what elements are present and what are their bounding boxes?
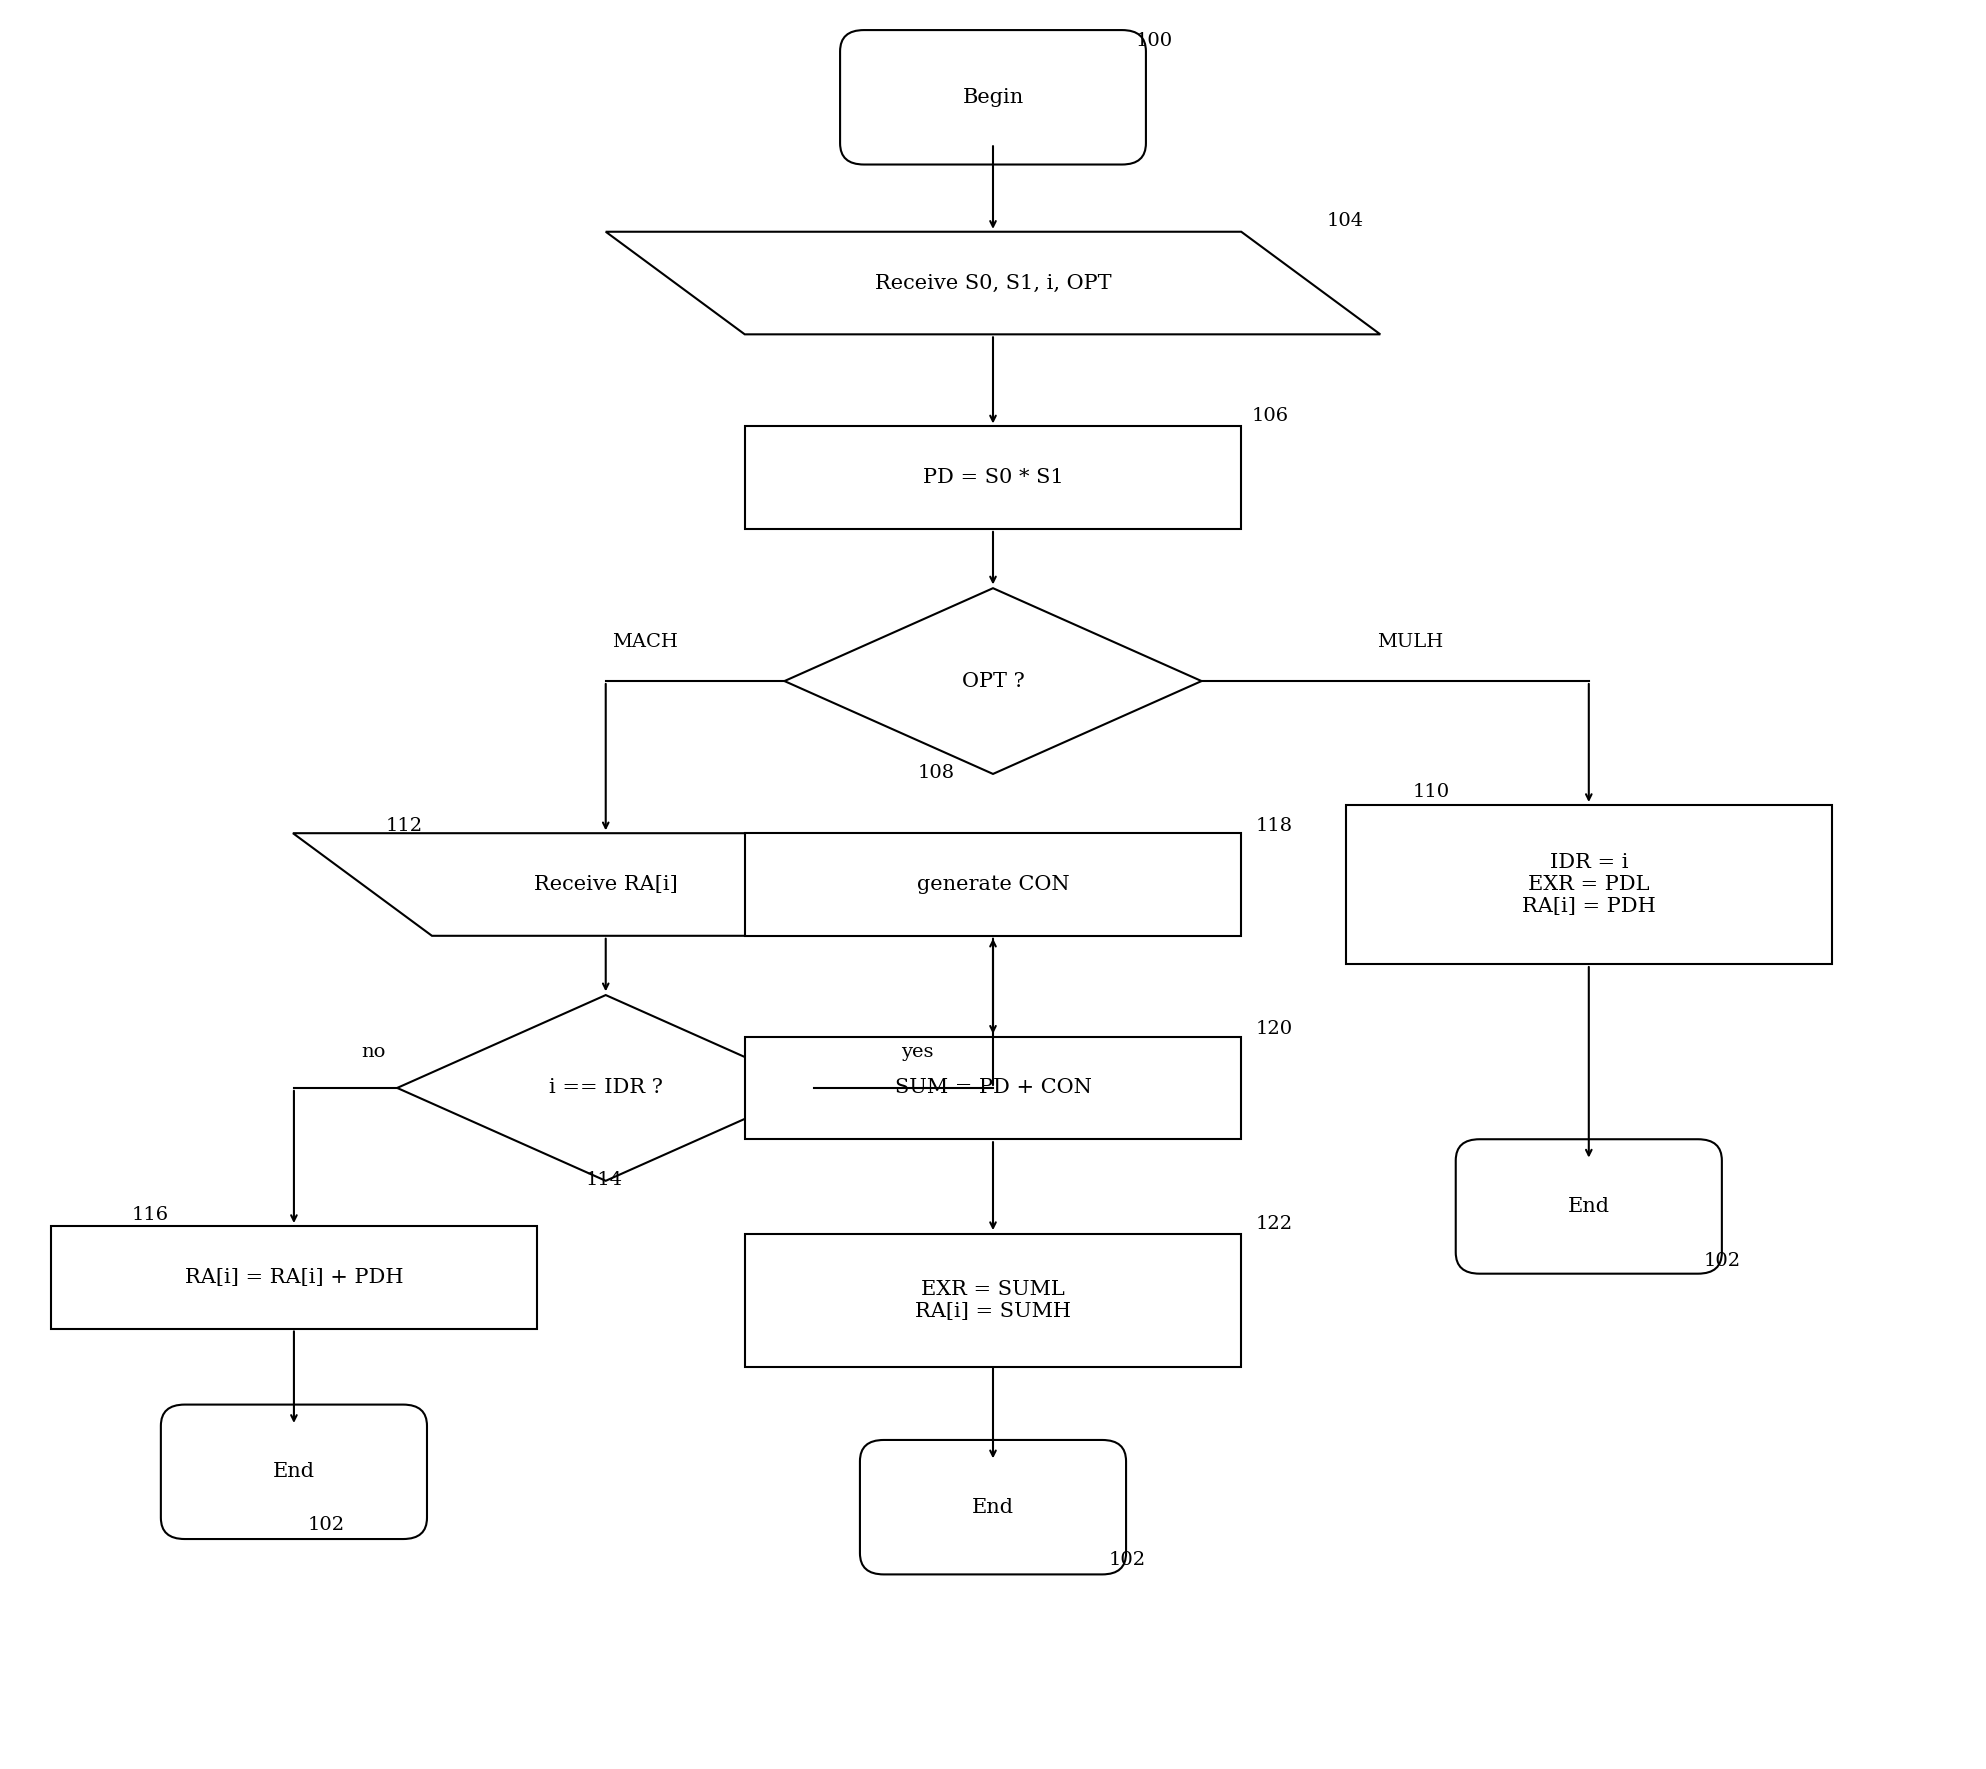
Text: OPT ?: OPT ?	[961, 672, 1025, 690]
Polygon shape	[606, 232, 1380, 334]
Text: 110: 110	[1412, 784, 1450, 801]
FancyBboxPatch shape	[745, 1235, 1241, 1366]
Text: 102: 102	[1704, 1252, 1742, 1270]
Text: generate CON: generate CON	[918, 876, 1068, 893]
Text: End: End	[1567, 1198, 1611, 1215]
Text: End: End	[971, 1498, 1015, 1516]
FancyBboxPatch shape	[161, 1405, 427, 1539]
Text: 114: 114	[586, 1171, 624, 1189]
Polygon shape	[784, 589, 1202, 775]
Text: RA[i] = RA[i] + PDH: RA[i] = RA[i] + PDH	[185, 1268, 403, 1286]
Text: MACH: MACH	[612, 633, 679, 651]
Text: Receive RA[i]: Receive RA[i]	[534, 876, 677, 893]
Text: 102: 102	[308, 1516, 346, 1534]
FancyBboxPatch shape	[1345, 805, 1831, 964]
FancyBboxPatch shape	[50, 1226, 536, 1329]
Text: End: End	[272, 1463, 316, 1481]
Polygon shape	[397, 994, 814, 1182]
Text: EXR = SUML
RA[i] = SUMH: EXR = SUML RA[i] = SUMH	[916, 1279, 1070, 1321]
FancyBboxPatch shape	[840, 30, 1146, 165]
Text: 108: 108	[918, 764, 955, 782]
Text: IDR = i
EXR = PDL
RA[i] = PDH: IDR = i EXR = PDL RA[i] = PDH	[1521, 853, 1656, 916]
Text: Begin: Begin	[963, 88, 1023, 106]
Text: SUM = PD + CON: SUM = PD + CON	[894, 1079, 1092, 1097]
Text: i == IDR ?: i == IDR ?	[548, 1079, 663, 1097]
Text: 120: 120	[1255, 1021, 1293, 1038]
Text: 112: 112	[385, 817, 423, 835]
Text: 106: 106	[1251, 407, 1289, 425]
FancyBboxPatch shape	[860, 1440, 1126, 1574]
Text: 122: 122	[1255, 1215, 1293, 1233]
Polygon shape	[294, 833, 918, 936]
Text: 116: 116	[131, 1206, 169, 1224]
Text: 104: 104	[1327, 212, 1364, 230]
FancyBboxPatch shape	[745, 426, 1241, 529]
Text: 100: 100	[1136, 32, 1174, 50]
FancyBboxPatch shape	[1456, 1139, 1722, 1274]
Text: yes: yes	[902, 1044, 933, 1061]
Text: 118: 118	[1255, 817, 1293, 835]
FancyBboxPatch shape	[745, 1037, 1241, 1139]
Text: Receive S0, S1, i, OPT: Receive S0, S1, i, OPT	[874, 274, 1112, 292]
FancyBboxPatch shape	[745, 833, 1241, 936]
Text: MULH: MULH	[1376, 633, 1444, 651]
Text: PD = S0 * S1: PD = S0 * S1	[923, 469, 1063, 486]
Text: 102: 102	[1108, 1551, 1146, 1569]
Text: no: no	[361, 1044, 385, 1061]
